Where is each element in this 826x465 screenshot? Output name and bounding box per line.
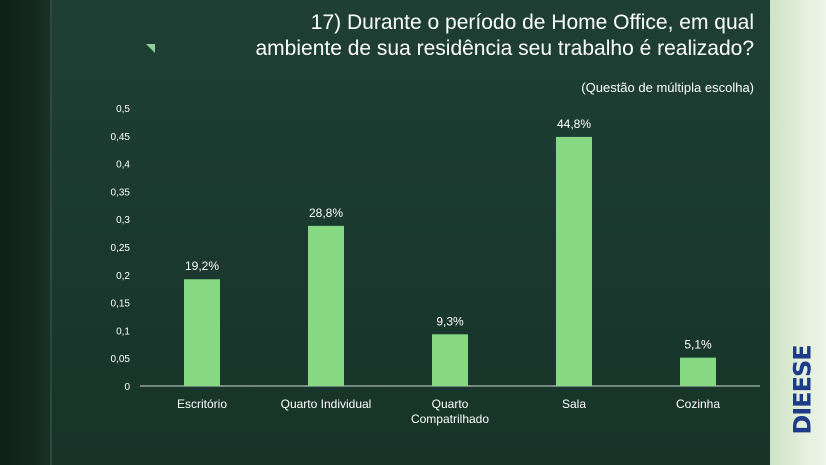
- left-side-panel: [0, 0, 50, 465]
- slide-title: 17) Durante o período de Home Office, em…: [154, 10, 755, 62]
- y-tick-label: 0,25: [111, 243, 131, 254]
- bar: [308, 225, 344, 386]
- x-tick-label: Quarto Individual: [281, 397, 372, 411]
- x-tick-label: Cozinha: [676, 397, 720, 411]
- y-tick-label: 0,5: [116, 104, 130, 115]
- left-panel-edge: [50, 0, 52, 465]
- bar: [680, 357, 716, 386]
- y-tick-label: 0,3: [116, 215, 130, 226]
- logo-text: DIEESE: [789, 345, 818, 435]
- right-side-panel: [770, 0, 826, 465]
- y-tick-label: 0,4: [116, 160, 130, 171]
- y-tick-label: 0,05: [111, 354, 131, 365]
- y-tick-label: 0,15: [111, 299, 131, 310]
- y-tick-label: 0,2: [116, 271, 130, 282]
- data-label: 9,3%: [436, 314, 464, 328]
- data-label: 44,8%: [557, 117, 591, 131]
- title-line-1: 17) Durante o período de Home Office, em…: [310, 11, 754, 34]
- x-tick-label: Escritório: [177, 397, 227, 411]
- dieese-logo: DIEESE: [788, 325, 818, 455]
- title-line-2: ambiente de sua residência seu trabalho …: [255, 37, 755, 60]
- bar: [184, 279, 220, 386]
- data-label: 28,8%: [309, 206, 343, 220]
- y-tick-label: 0: [124, 382, 130, 393]
- bar: [432, 334, 468, 386]
- bar: [556, 136, 592, 386]
- chart-subtitle: (Questão de múltipla escolha): [581, 80, 754, 95]
- x-tick-label: Quarto: [432, 397, 469, 411]
- y-tick-label: 0,35: [111, 187, 131, 198]
- x-tick-label: Sala: [562, 397, 586, 411]
- x-tick-label: Compatrilhado: [411, 412, 489, 426]
- y-tick-label: 0,1: [116, 326, 130, 337]
- data-label: 5,1%: [684, 338, 712, 352]
- y-tick-label: 0,45: [111, 132, 131, 143]
- data-label: 19,2%: [185, 259, 219, 273]
